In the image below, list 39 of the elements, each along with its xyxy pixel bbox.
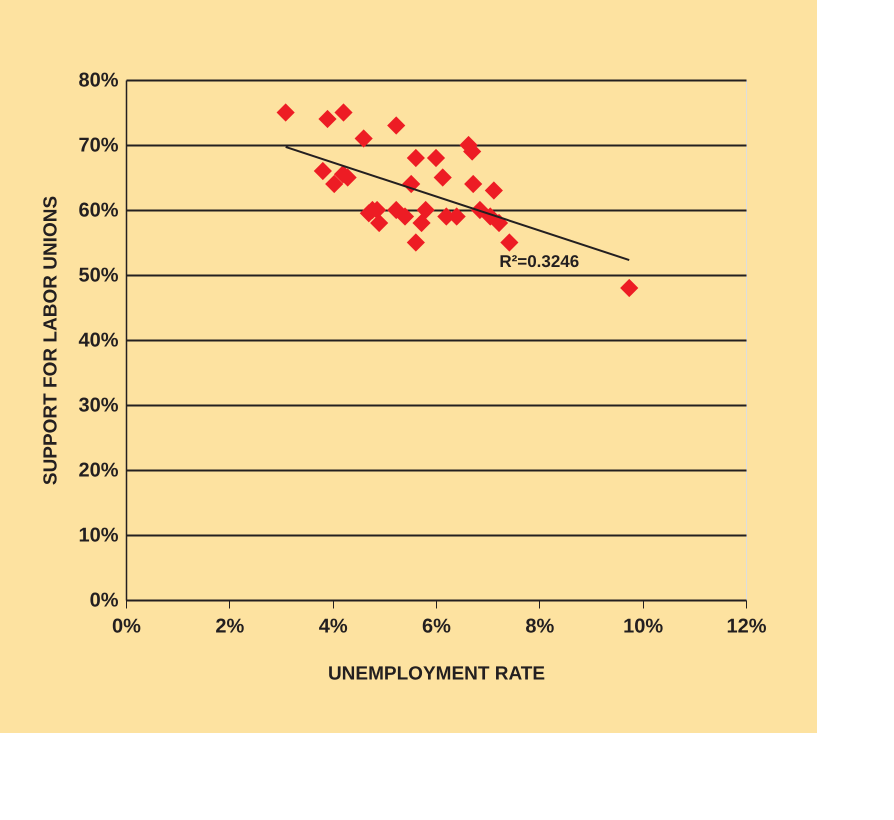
x-tick-label: 6%	[422, 616, 452, 638]
point	[412, 214, 431, 232]
y-tick-label: 70%	[78, 134, 119, 156]
point	[406, 148, 425, 168]
point	[434, 168, 452, 187]
x-tick-label: 8%	[525, 616, 555, 638]
point	[484, 181, 503, 200]
point	[370, 214, 388, 232]
y-tick-label: 50%	[78, 264, 119, 286]
point	[490, 214, 508, 232]
point	[314, 162, 332, 180]
annotation: R²=0.3246	[499, 252, 580, 272]
x-axis-title: UNEMPLOYMENT RATE	[328, 664, 546, 684]
point	[620, 278, 638, 298]
x-tick-label: 12%	[726, 616, 767, 638]
y-tick-label: 0%	[90, 590, 119, 612]
point	[464, 174, 482, 194]
x-tick-label: 4%	[318, 616, 348, 638]
y-tick-label: 20%	[78, 460, 119, 482]
point	[387, 116, 406, 135]
point	[318, 110, 337, 128]
y-tick-label: 60%	[78, 200, 119, 222]
y-tick-label: 30%	[78, 394, 119, 416]
x-tick-label: 0%	[112, 616, 142, 638]
y-tick-label: 10%	[78, 524, 119, 546]
x-tick-label: 10%	[623, 616, 664, 638]
y-tick-label: 40%	[78, 330, 119, 352]
point	[416, 200, 435, 220]
point	[396, 207, 414, 226]
point	[406, 233, 425, 252]
point	[276, 103, 295, 122]
y-axis-title: SUPPORT FOR LABOR UNIONS	[40, 196, 62, 486]
point	[354, 129, 373, 148]
point	[426, 148, 446, 168]
x-tick-label: 2%	[215, 616, 245, 638]
y-tick-label: 80%	[78, 70, 119, 92]
point	[325, 174, 344, 194]
point	[500, 233, 518, 252]
point	[334, 103, 353, 122]
